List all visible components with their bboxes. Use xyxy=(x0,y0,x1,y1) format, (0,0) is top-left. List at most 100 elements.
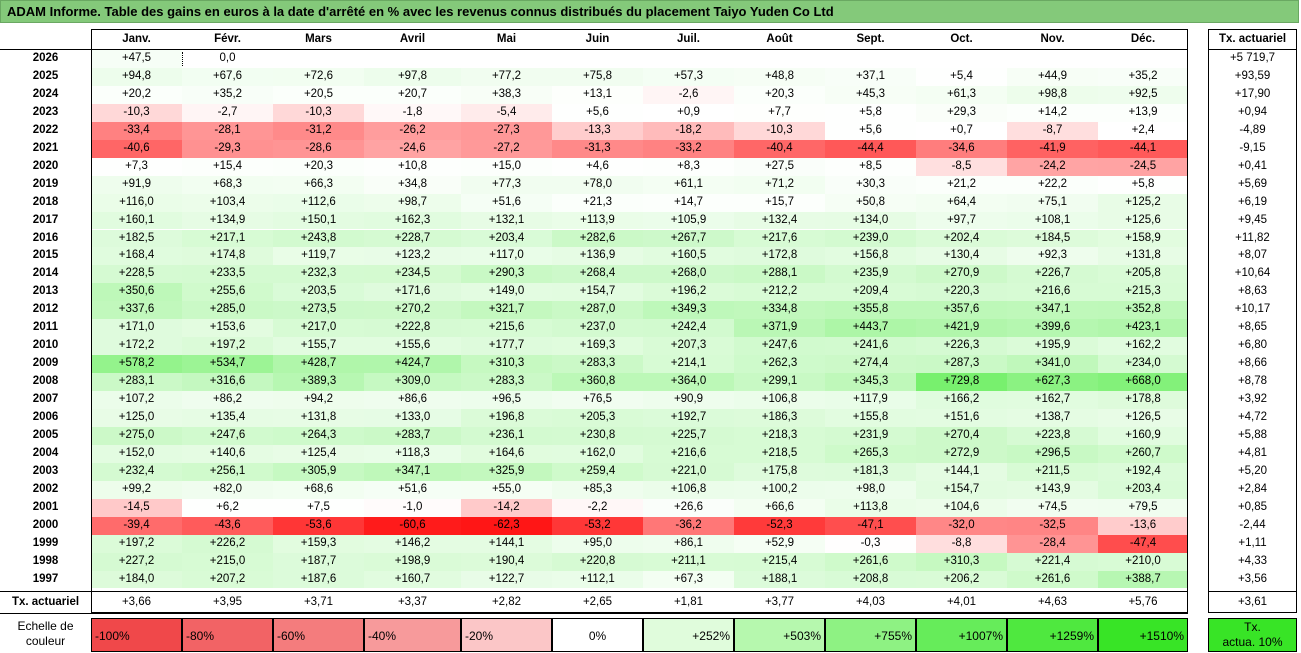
table-cell: +187,7 xyxy=(273,552,364,571)
table-cell: +5,6 xyxy=(552,103,643,122)
table-cell: +220,3 xyxy=(916,283,1007,302)
legend-swatch: +1510% xyxy=(1098,618,1188,652)
table-cell: +51,6 xyxy=(461,193,552,212)
table-cell: +20,3 xyxy=(273,157,364,176)
table-cell: +729,8 xyxy=(916,373,1007,392)
legend-swatch: -100% xyxy=(91,618,182,652)
table-cell: -1,0 xyxy=(364,498,461,517)
table-cell: +104,6 xyxy=(916,498,1007,517)
annual-rate-cell: -2,44 xyxy=(1239,518,1266,531)
legend-swatch: -80% xyxy=(182,618,273,652)
table-cell: +203,4 xyxy=(461,229,552,248)
table-cell: +75,1 xyxy=(1007,193,1098,212)
month-header: Déc. xyxy=(1130,33,1156,45)
table-cell: +177,7 xyxy=(461,337,552,356)
annual-rate-cell: +8,78 xyxy=(1237,375,1268,388)
table-cell: +160,5 xyxy=(643,247,734,266)
table-bottom-line xyxy=(0,612,1188,614)
table-cell: +424,7 xyxy=(364,355,461,374)
table-cell: +7,3 xyxy=(91,157,182,176)
legend-swatch: +755% xyxy=(825,618,916,652)
table-cell: +125,2 xyxy=(1098,193,1188,212)
table-cell: +261,6 xyxy=(1007,570,1098,589)
table-cell: +236,1 xyxy=(461,426,552,445)
table-cell: +116,0 xyxy=(91,193,182,212)
month-header: Août xyxy=(766,33,793,45)
table-cell: -44,1 xyxy=(1098,139,1188,158)
table-cell: +283,1 xyxy=(91,373,182,392)
table-cell: +175,8 xyxy=(734,462,825,481)
table-cell: +216,6 xyxy=(1007,283,1098,302)
table-cell: +130,4 xyxy=(916,247,1007,266)
table-cell: +226,7 xyxy=(1007,265,1098,284)
table-cell: +156,8 xyxy=(825,247,916,266)
table-cell: +153,6 xyxy=(182,319,273,338)
year-label: 2010 xyxy=(32,339,59,352)
table-cell: +259,4 xyxy=(552,462,643,481)
table-cell: +27,5 xyxy=(734,157,825,176)
table-cell: +162,2 xyxy=(1098,337,1188,356)
table-cell: +202,4 xyxy=(916,229,1007,248)
table-cell: +117,9 xyxy=(825,391,916,409)
year-label: 2002 xyxy=(32,482,59,495)
table-cell: -24,2 xyxy=(1007,157,1098,176)
table-cell: +119,7 xyxy=(273,247,364,266)
annual-rate-cell: +17,90 xyxy=(1234,87,1271,100)
table-cell: +50,8 xyxy=(825,193,916,212)
table-cell: -10,3 xyxy=(91,103,182,122)
month-header: Juin xyxy=(585,33,610,45)
table-cell: +299,1 xyxy=(734,373,825,392)
year-label: 2019 xyxy=(32,177,59,190)
year-label: 2024 xyxy=(32,87,59,100)
table-cell: +86,1 xyxy=(643,534,734,553)
table-cell: +8,5 xyxy=(825,157,916,176)
year-label: 2023 xyxy=(32,105,59,118)
table-cell: -2,6 xyxy=(643,85,734,104)
table-cell: +162,3 xyxy=(364,211,461,230)
table-cell: -27,3 xyxy=(461,121,552,140)
table-cell: +144,1 xyxy=(916,462,1007,481)
table-cell: +61,3 xyxy=(916,85,1007,104)
year-label: 2003 xyxy=(32,464,59,477)
table-cell: +133,0 xyxy=(364,409,461,427)
year-label: 2009 xyxy=(32,357,59,370)
table-cell: +131,8 xyxy=(273,409,364,427)
table-cell: +112,6 xyxy=(273,193,364,212)
year-label: 1997 xyxy=(32,572,59,585)
table-cell: +234,0 xyxy=(1098,355,1188,374)
table-cell: +112,1 xyxy=(552,570,643,589)
table-cell: +67,3 xyxy=(643,570,734,589)
table-cell: +211,1 xyxy=(643,552,734,571)
table-cell: +107,2 xyxy=(91,391,182,409)
table-cell: +234,5 xyxy=(364,265,461,284)
table-cell: +20,7 xyxy=(364,85,461,104)
table-cell: +136,9 xyxy=(552,247,643,266)
table-cell: +215,4 xyxy=(734,552,825,571)
table-cell: +98,0 xyxy=(825,480,916,499)
table-cell: +275,0 xyxy=(91,426,182,445)
table-cell: +196,2 xyxy=(643,283,734,302)
table-cell: +212,2 xyxy=(734,283,825,302)
footer-cell: +5,76 xyxy=(1128,595,1158,608)
month-header: Mai xyxy=(496,33,517,45)
table-cell: +186,3 xyxy=(734,409,825,427)
table-cell: +51,6 xyxy=(364,480,461,499)
table-cell: -43,6 xyxy=(182,516,273,535)
year-label: 1999 xyxy=(32,536,59,549)
table-cell: +337,6 xyxy=(91,301,182,320)
table-cell: -32,5 xyxy=(1007,516,1098,535)
table-cell: +35,2 xyxy=(1098,67,1188,86)
table-cell: +99,2 xyxy=(91,480,182,499)
footer-cell: +4,01 xyxy=(946,595,977,608)
table-cell: +76,5 xyxy=(552,391,643,409)
year-label: 2021 xyxy=(32,141,59,154)
footer-cell: +3,37 xyxy=(397,595,428,608)
annual-rate-cell: +6,80 xyxy=(1237,339,1268,352)
annual-rate-cell: +10,64 xyxy=(1234,267,1271,280)
table-cell: +144,1 xyxy=(461,534,552,553)
footer-cell: +2,82 xyxy=(491,595,522,608)
table-cell: -27,2 xyxy=(461,139,552,158)
table-cell: +349,3 xyxy=(643,301,734,320)
table-cell: +0,9 xyxy=(643,103,734,122)
table-cell: +52,9 xyxy=(734,534,825,553)
